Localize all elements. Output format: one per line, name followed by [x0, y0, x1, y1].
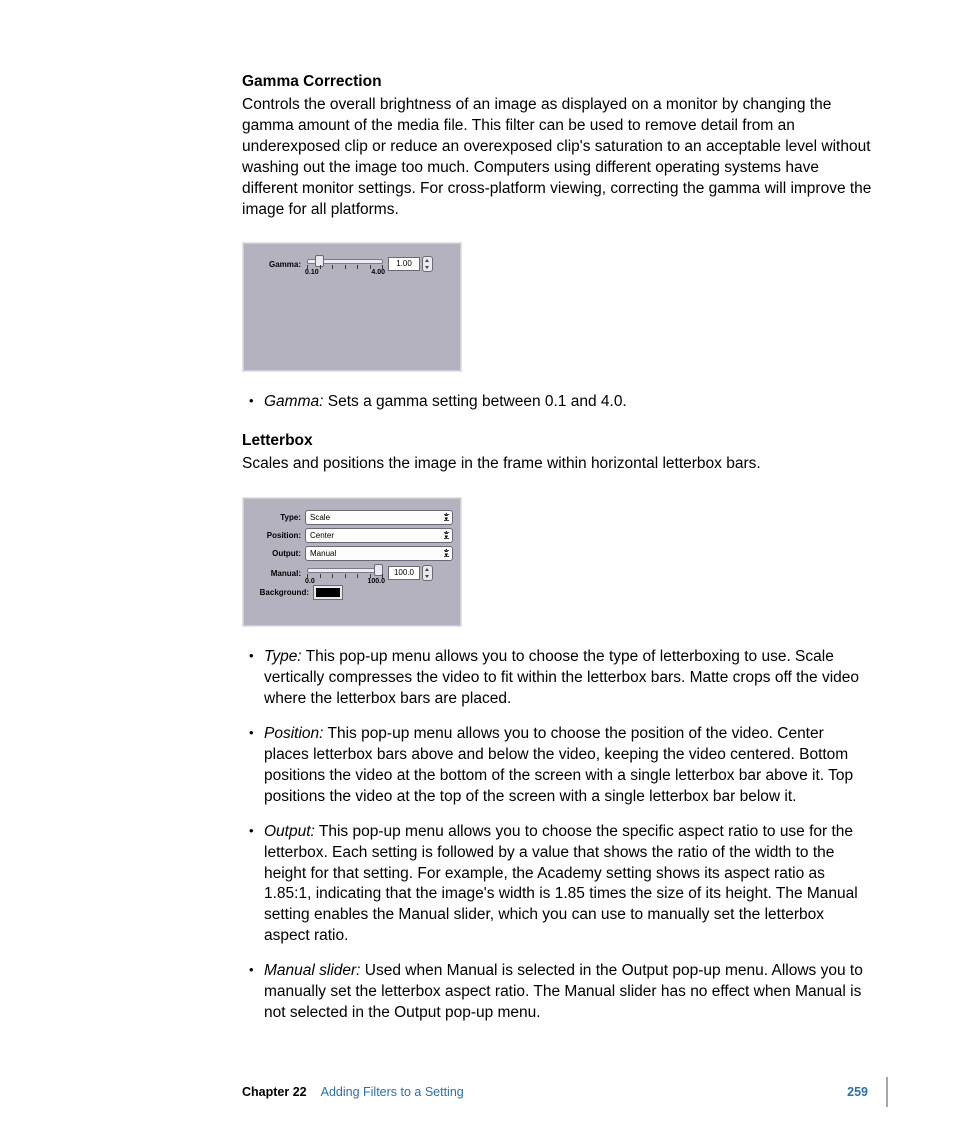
- lb-type-popup[interactable]: Scale ▴▾: [305, 510, 453, 525]
- bullet-letterbox-3: Manual slider: Used when Manual is selec…: [242, 961, 872, 1024]
- bullet-letterbox-1: Position: This pop-up menu allows you to…: [242, 724, 872, 808]
- heading-gamma-correction: Gamma Correction: [242, 72, 872, 93]
- gamma-min: 0.10: [305, 269, 319, 276]
- gamma-max: 4.00: [371, 269, 385, 276]
- body-gamma-correction: Controls the overall brightness of an im…: [242, 95, 872, 221]
- bullet-gamma-desc: Sets a gamma setting between 0.1 and 4.0…: [323, 393, 626, 410]
- footer-title: Adding Filters to a Setting: [321, 1085, 464, 1099]
- gamma-panel: Gamma: 0.10 4.00 1.00: [242, 242, 462, 372]
- bullet-gamma-term: Gamma:: [264, 393, 323, 410]
- lb-output-label: Output:: [251, 549, 305, 558]
- lb-manual-max: 100.0: [367, 578, 385, 585]
- lb-manual-label: Manual:: [251, 569, 305, 578]
- lb-position-popup[interactable]: Center ▴▾: [305, 528, 453, 543]
- bullet-letterbox-1-desc: This pop-up menu allows you to choose th…: [264, 725, 853, 805]
- footer-chapter: Chapter 22: [242, 1085, 307, 1099]
- gamma-value-field[interactable]: 1.00: [388, 257, 420, 271]
- bullet-letterbox-3-term: Manual slider:: [264, 962, 361, 979]
- letterbox-panel: Type: Scale ▴▾ Position: Center ▴▾ Outpu…: [242, 497, 462, 627]
- lb-manual-min: 0.0: [305, 578, 315, 585]
- gamma-stepper[interactable]: [422, 256, 433, 272]
- lb-manual-stepper[interactable]: [422, 565, 433, 581]
- bullet-letterbox-2-term: Output:: [264, 823, 315, 840]
- heading-letterbox: Letterbox: [242, 431, 872, 452]
- bullet-letterbox-0-term: Type:: [264, 648, 302, 665]
- lb-manual-value-field[interactable]: 100.0: [388, 566, 420, 580]
- lb-output-popup[interactable]: Manual ▴▾: [305, 546, 453, 561]
- bullet-letterbox-0-desc: This pop-up menu allows you to choose th…: [264, 648, 859, 707]
- bullet-gamma: Gamma: Sets a gamma setting between 0.1 …: [242, 392, 872, 413]
- bullet-letterbox-2: Output: This pop-up menu allows you to c…: [242, 822, 872, 948]
- page-footer: Chapter 22 Adding Filters to a Setting 2…: [242, 1077, 888, 1107]
- bullet-letterbox-0: Type: This pop-up menu allows you to cho…: [242, 647, 872, 710]
- gamma-slider[interactable]: 0.10 4.00: [305, 255, 385, 273]
- lb-background-label: Background:: [251, 588, 313, 597]
- lb-position-label: Position:: [251, 531, 305, 540]
- lb-type-label: Type:: [251, 513, 305, 522]
- bullet-letterbox-2-desc: This pop-up menu allows you to choose th…: [264, 823, 858, 945]
- bullet-letterbox-1-term: Position:: [264, 725, 323, 742]
- lb-manual-slider[interactable]: 0.0 100.0: [305, 564, 385, 582]
- lb-background-color-well[interactable]: [313, 585, 343, 600]
- footer-page-number: 259: [847, 1085, 868, 1099]
- gamma-label: Gamma:: [251, 260, 305, 269]
- body-letterbox: Scales and positions the image in the fr…: [242, 454, 872, 475]
